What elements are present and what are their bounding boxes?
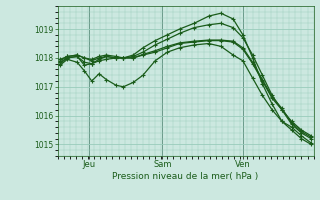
X-axis label: Pression niveau de la mer( hPa ): Pression niveau de la mer( hPa ) xyxy=(112,172,259,181)
